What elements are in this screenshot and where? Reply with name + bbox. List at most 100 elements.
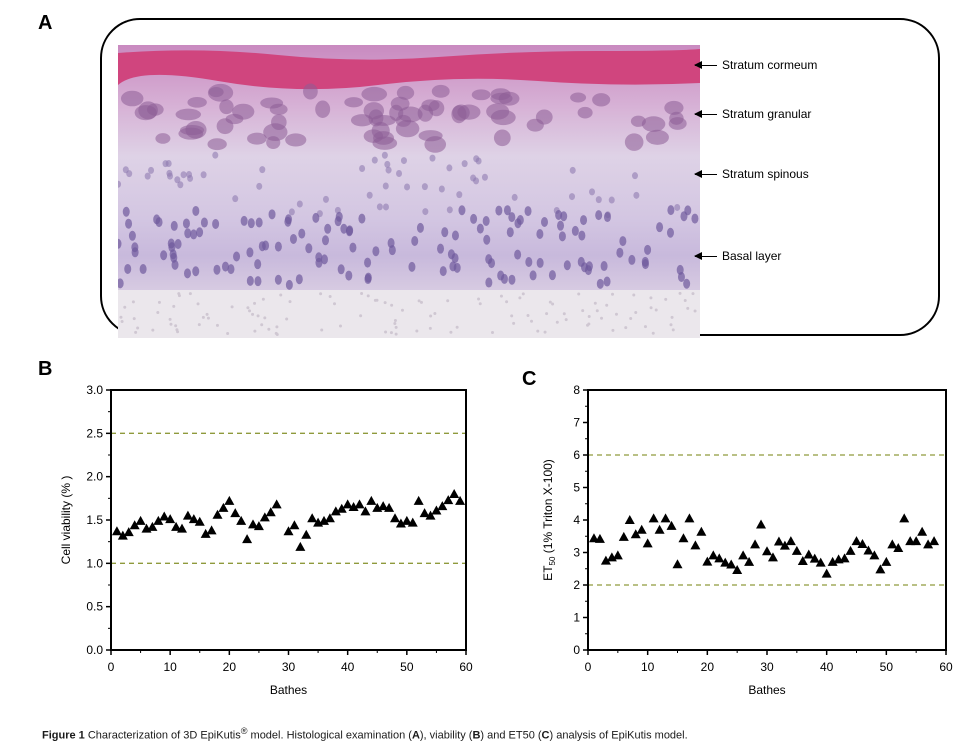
membrane-speckle <box>490 330 494 334</box>
membrane-speckle <box>400 308 404 312</box>
granular-cell <box>535 109 553 125</box>
data-point <box>648 513 659 523</box>
nucleus <box>255 217 263 228</box>
membrane-speckle <box>526 314 530 318</box>
membrane-speckle <box>600 316 604 320</box>
data-point <box>684 513 695 523</box>
arrow-icon <box>694 251 717 260</box>
nucleus <box>578 230 586 241</box>
nucleus <box>289 233 297 244</box>
nucleus <box>184 228 192 239</box>
nucleus <box>558 231 566 242</box>
arrow-icon <box>694 60 717 69</box>
membrane-speckle <box>197 323 201 327</box>
nucleus <box>600 261 608 272</box>
nucleus <box>192 266 200 277</box>
nucleus <box>139 264 147 275</box>
membrane-speckle <box>683 298 687 302</box>
nucleus <box>274 274 282 285</box>
membrane-speckle <box>649 306 653 310</box>
membrane-speckle <box>134 330 138 334</box>
y-tick-label: 6 <box>573 448 580 462</box>
data-point <box>354 499 365 509</box>
data-point <box>165 514 176 524</box>
membrane-speckle <box>215 323 219 327</box>
caption-reg: ® <box>240 726 248 736</box>
nucleus <box>167 172 174 180</box>
data-point <box>917 526 928 536</box>
membrane-speckle <box>643 325 647 329</box>
granular-cell <box>664 100 684 115</box>
membrane-speckle <box>691 292 695 296</box>
data-point <box>887 539 898 549</box>
data-point <box>666 520 677 530</box>
granular-cell <box>421 99 440 112</box>
nucleus <box>315 257 323 268</box>
nucleus <box>408 261 416 272</box>
granular-cell <box>266 136 281 150</box>
data-point <box>206 525 217 535</box>
data-point <box>200 528 211 538</box>
membrane-speckle <box>253 301 257 305</box>
nucleus <box>364 274 372 285</box>
granular-cell <box>372 136 398 150</box>
nucleus <box>511 193 518 201</box>
data-point <box>360 506 371 516</box>
arrow-icon <box>694 169 717 178</box>
nucleus <box>536 228 544 239</box>
x-tick-label: 0 <box>585 660 592 674</box>
membrane-speckle <box>449 330 453 334</box>
data-point <box>929 536 940 546</box>
nucleus <box>422 208 429 216</box>
nucleus <box>516 215 524 226</box>
nucleus <box>258 241 266 252</box>
data-point <box>182 510 193 520</box>
nucleus <box>641 259 649 270</box>
granular-cell <box>247 132 267 145</box>
membrane-speckle <box>419 300 423 304</box>
data-point <box>726 559 737 569</box>
membrane-speckle <box>664 297 668 301</box>
membrane-speckle <box>136 326 140 330</box>
data-point <box>253 521 264 531</box>
nucleus <box>305 243 313 254</box>
membrane-speckle <box>455 325 459 329</box>
data-point <box>289 520 300 530</box>
nucleus <box>182 218 190 229</box>
granular-cell <box>570 92 587 103</box>
data-point <box>773 536 784 546</box>
nucleus <box>144 172 151 180</box>
membrane-speckle <box>267 327 271 331</box>
membrane-speckle <box>393 321 397 325</box>
membrane-speckle <box>551 302 555 306</box>
nucleus <box>446 206 453 214</box>
membrane-speckle <box>338 324 342 328</box>
y-axis-label: Cell viability (% ) <box>59 476 73 565</box>
nucleus <box>371 156 378 164</box>
membrane-speckle <box>477 297 481 301</box>
nucleus <box>153 214 161 225</box>
granular-cell <box>175 108 202 121</box>
nucleus <box>200 171 207 179</box>
membrane-speckle <box>205 312 209 316</box>
x-tick-label: 10 <box>641 660 655 674</box>
nucleus <box>404 183 411 191</box>
nucleus <box>174 239 182 250</box>
membrane-speckle <box>131 300 135 304</box>
granular-cell <box>398 106 423 123</box>
membrane-speckle <box>394 332 398 336</box>
nucleus <box>227 264 235 275</box>
nucleus <box>160 250 168 261</box>
granular-cell <box>185 120 207 139</box>
nucleus <box>268 209 276 220</box>
nucleus <box>246 247 254 258</box>
granular-cell <box>396 85 415 100</box>
arrow-icon <box>694 109 717 118</box>
nucleus <box>285 279 293 290</box>
membrane-speckle <box>562 312 566 316</box>
membrane-speckle <box>132 317 136 321</box>
membrane-speckle <box>429 314 433 318</box>
nucleus <box>560 211 568 222</box>
data-point <box>654 524 665 534</box>
data-point <box>259 512 270 522</box>
